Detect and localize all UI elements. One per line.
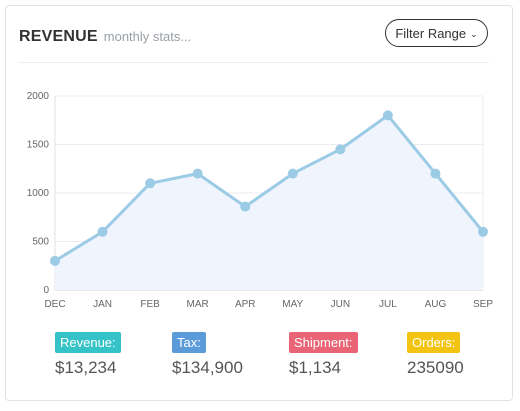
x-tick-label: SEP	[473, 299, 493, 310]
shipment-value: $1,134	[289, 358, 341, 377]
filter-range-button[interactable]: Filter Range ⌄	[385, 19, 488, 47]
y-tick-label: 2000	[27, 91, 50, 102]
x-tick-label: APR	[235, 299, 256, 310]
data-point-jun	[335, 144, 346, 155]
chevron-down-icon: ⌄	[470, 28, 478, 39]
orders-badge: Orders:	[407, 332, 461, 353]
filter-range-label: Filter Range	[395, 25, 467, 41]
data-point-may	[287, 168, 298, 179]
x-tick-label: DEC	[44, 299, 65, 310]
stats-row: Revenue: $13,234 Tax: $134,900 Shipment:…	[0, 332, 520, 382]
stat-revenue: Revenue: $13,234	[55, 332, 121, 378]
x-tick-label: MAR	[187, 299, 209, 310]
card-subtitle: monthly stats...	[103, 29, 192, 44]
line-layer	[54, 113, 485, 263]
tax-badge: Tax:	[172, 332, 206, 353]
y-tick-label: 500	[32, 237, 49, 248]
y-ticks: 0 500 1000 1500 2000	[27, 91, 50, 296]
card-title: REVENUE	[19, 28, 98, 45]
data-point-aug	[430, 168, 441, 179]
area-layer	[55, 115, 483, 291]
x-tick-label: AUG	[425, 299, 447, 310]
area-fill	[55, 115, 483, 291]
y-tick-label: 1500	[27, 140, 50, 151]
x-ticks: DEC JAN FEB MAR APR MAY JUN JUL AUG SEP	[44, 299, 493, 310]
points-layer	[50, 110, 488, 266]
x-tick-label: MAY	[282, 299, 303, 310]
series-line	[54, 113, 485, 263]
data-point-apr	[240, 201, 251, 212]
header-divider	[19, 62, 489, 63]
x-tick-label: JUN	[331, 299, 350, 310]
data-point-dec	[50, 255, 60, 266]
stat-orders: Orders: 235090	[407, 332, 464, 378]
x-tick-label: FEB	[140, 299, 160, 310]
orders-value: 235090	[407, 358, 464, 377]
revenue-value: $13,234	[55, 358, 117, 377]
y-tick-label: 0	[43, 285, 49, 296]
x-tick-label: JAN	[93, 299, 112, 310]
shipment-badge: Shipment:	[289, 332, 358, 353]
y-tick-label: 1000	[27, 188, 50, 199]
data-point-jul	[382, 110, 393, 121]
stat-shipment: Shipment: $1,134	[289, 332, 358, 378]
data-point-sep	[478, 226, 488, 237]
x-tick-label: JUL	[379, 299, 397, 310]
card-header: REVENUE monthly stats...	[19, 28, 191, 46]
data-point-mar	[192, 168, 203, 179]
revenue-badge: Revenue:	[55, 332, 121, 353]
revenue-chart: 0 500 1000 1500 2000 DEC JAN FEB MAR APR MAY JUN JU…	[27, 91, 494, 310]
tax-value: $134,900	[172, 358, 243, 377]
stat-tax: Tax: $134,900	[172, 332, 243, 378]
data-point-feb	[145, 178, 156, 189]
data-point-jan	[97, 226, 108, 237]
